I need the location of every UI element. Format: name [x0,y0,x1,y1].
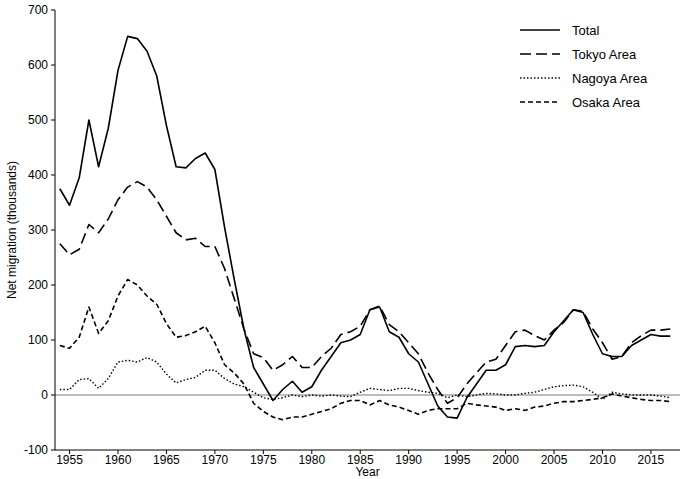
plot-lines [60,36,670,419]
y-tick-label: 700 [28,3,48,17]
x-tick-label: 1990 [395,453,422,467]
y-tick-label: 600 [28,58,48,72]
y-tick [51,450,55,451]
y-tick-label: 500 [28,113,48,127]
y-tick [51,395,55,396]
x-tick-label: 2000 [492,453,519,467]
series-line [60,280,670,420]
x-tick-label: 1980 [298,453,325,467]
x-tick-label: 1970 [202,453,229,467]
y-tick [51,10,55,11]
legend-label: Osaka Area [572,95,641,110]
legend-label: Total [572,23,600,38]
legend-label: Nagoya Area [572,71,648,86]
y-tick [51,230,55,231]
legend-swatch [520,29,560,31]
x-tick-label: 2005 [541,453,568,467]
legend-swatch [520,101,560,103]
legend-label: Tokyo Area [572,47,637,62]
y-tick [51,285,55,286]
y-tick [51,175,55,176]
x-tick-label: 1995 [444,453,471,467]
y-tick-label: 200 [28,278,48,292]
x-tick-label: 1965 [153,453,180,467]
y-tick-label: 0 [41,388,48,402]
x-tick-label: 1975 [250,453,277,467]
series-line [60,358,670,400]
x-axis-title: Year [355,465,379,479]
y-tick [51,65,55,66]
x-tick-label: 2010 [589,453,616,467]
y-tick-label: 100 [28,333,48,347]
series-line [60,182,670,404]
legend-swatch [520,53,560,55]
series-line [60,36,670,418]
x-tick-label: 1955 [56,453,83,467]
legend-swatch [520,77,560,79]
x-tick-label: 2015 [638,453,665,467]
y-axis [55,10,56,450]
x-axis [55,450,680,451]
y-tick-label: 300 [28,223,48,237]
y-tick [51,340,55,341]
zero-line [55,394,680,396]
y-tick-label: -100 [24,443,48,457]
y-axis-title: Net migration (thousands) [5,161,19,299]
legend: Total Tokyo Area Nagoya Area Osaka Area [520,23,648,110]
x-tick-label: 1960 [105,453,132,467]
y-tick [51,120,55,121]
y-tick-label: 400 [28,168,48,182]
chart: -100 0 100 200 300 400 500 600 700 1955 1960 1965 19… [0,0,685,479]
